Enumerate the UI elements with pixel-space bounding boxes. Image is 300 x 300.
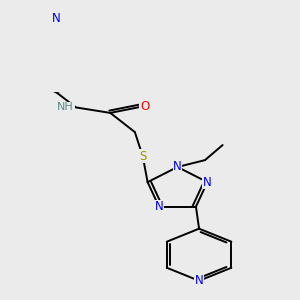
Text: N: N	[154, 200, 164, 213]
Text: N: N	[173, 160, 182, 173]
Text: O: O	[140, 100, 149, 112]
Text: S: S	[139, 150, 146, 163]
Text: N: N	[52, 12, 61, 25]
Text: N: N	[203, 176, 212, 189]
Text: NH: NH	[57, 102, 74, 112]
Text: N: N	[195, 274, 203, 287]
